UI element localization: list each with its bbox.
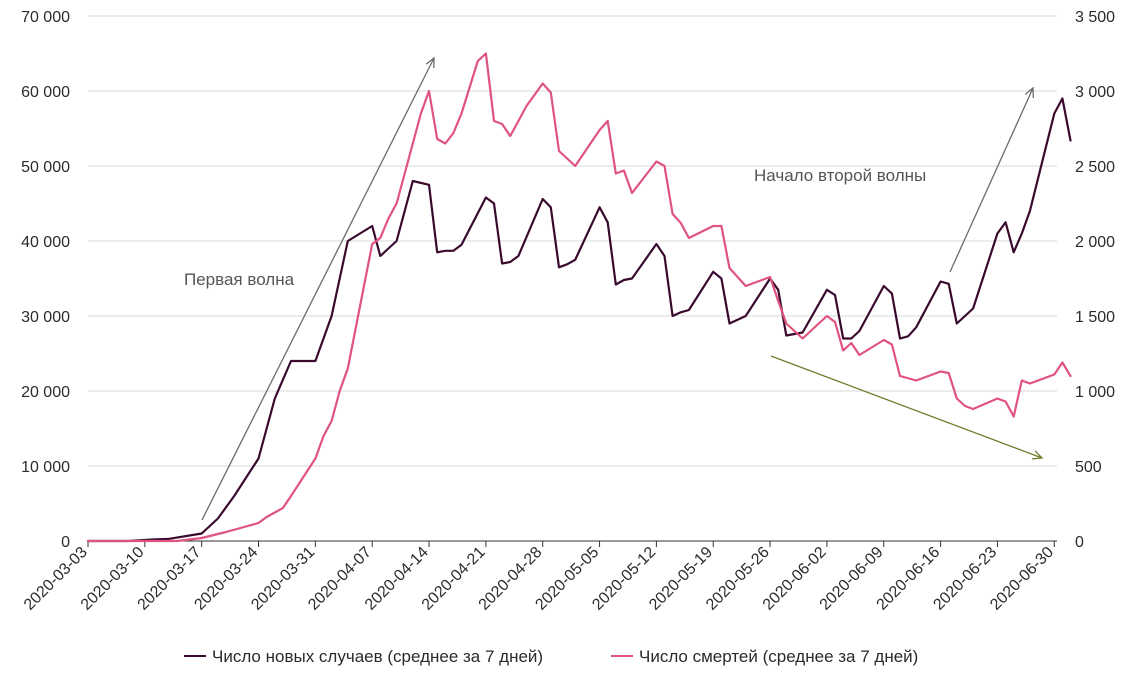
y2-tick-label: 3 500 [1075, 9, 1115, 26]
legend-cases-label: Число новых случаев (среднее за 7 дней) [212, 647, 543, 666]
second-wave-arrow-shaft [949, 87, 1034, 273]
legend: Число новых случаев (среднее за 7 дней) … [184, 647, 918, 666]
y2-tick-label: 3 000 [1075, 84, 1115, 101]
deaths-decline-arrow-shaft [770, 355, 1043, 459]
legend-deaths-label: Число смертей (среднее за 7 дней) [639, 647, 918, 666]
second-wave-arrow-head [1024, 86, 1034, 99]
y-tick-label: 70 000 [21, 9, 70, 26]
y-tick-label: 60 000 [21, 84, 70, 101]
first-wave-arrow [201, 56, 435, 521]
y-tick-label: 10 000 [21, 459, 70, 476]
trend-arrows [201, 56, 1044, 521]
deaths-line [86, 52, 1072, 543]
series-lines [86, 52, 1072, 543]
y2-tick-label: 1 000 [1075, 384, 1115, 401]
y2-tick-label: 0 [1075, 534, 1084, 551]
y-tick-label: 30 000 [21, 309, 70, 326]
cases-line [86, 97, 1072, 543]
y-tick-label: 50 000 [21, 159, 70, 176]
annotation-second-wave: Начало второй волны [754, 166, 926, 185]
y-tick-label: 40 000 [21, 234, 70, 251]
first-wave-arrow-shaft [201, 57, 435, 521]
y2-tick-label: 500 [1075, 459, 1102, 476]
grid-lines [88, 15, 1057, 467]
y2-axis-ticks: 0 500 1 000 1 500 2 000 2 500 3 000 3 500 [1075, 9, 1115, 551]
y2-tick-label: 2 000 [1075, 234, 1115, 251]
second-wave-arrow [949, 86, 1034, 273]
y2-tick-label: 2 500 [1075, 159, 1115, 176]
y-tick-label: 0 [61, 534, 70, 551]
y2-tick-label: 1 500 [1075, 309, 1115, 326]
y-tick-label: 20 000 [21, 384, 70, 401]
x-axis-ticks: 2020-03-032020-03-102020-03-172020-03-24… [21, 541, 1057, 614]
annotation-first-wave: Первая волна [184, 270, 295, 289]
y-axis-ticks: 0 10 000 20 000 30 000 40 000 50 000 60 000 70 … [21, 9, 70, 551]
deaths-decline-arrow [770, 355, 1044, 460]
deaths-decline-arrow-head [1031, 450, 1044, 460]
first-wave-arrow-head [425, 56, 435, 69]
